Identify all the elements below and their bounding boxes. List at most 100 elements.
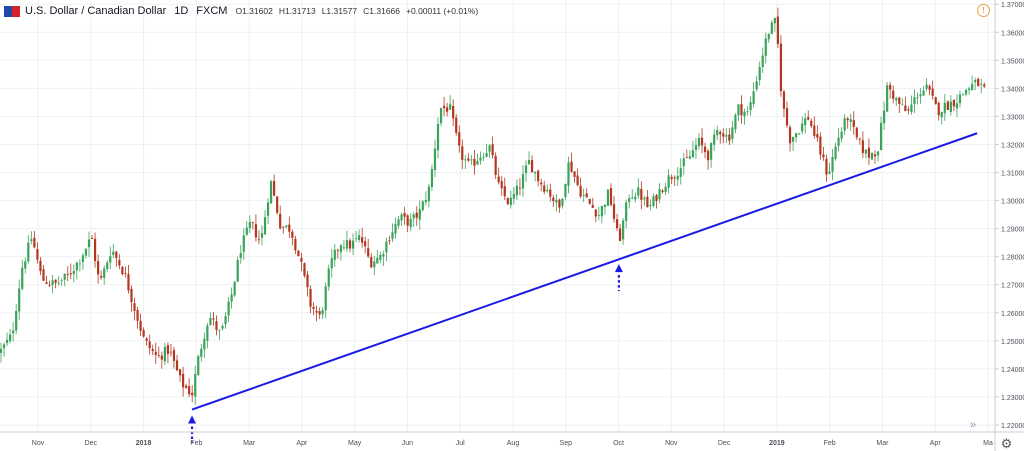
symbol-name[interactable]: U.S. Dollar / Canadian Dollar [25, 5, 167, 17]
candle-body [537, 170, 540, 182]
candle-body [148, 341, 151, 349]
candle-body [260, 233, 264, 238]
candle-body [974, 80, 977, 83]
candle-body [612, 204, 616, 219]
candle-body [734, 115, 737, 130]
candle-body [351, 240, 355, 249]
candle-body [600, 206, 603, 217]
candle-body [142, 329, 145, 337]
alert-clock-icon[interactable]: ! [977, 4, 990, 17]
candle-body [825, 158, 828, 175]
candle-body [615, 219, 619, 229]
candle-body [509, 197, 512, 205]
candle-body [625, 202, 628, 221]
candle-body [345, 240, 349, 249]
candle-body [603, 204, 607, 207]
candle-body [476, 160, 479, 165]
candle-body [239, 252, 242, 258]
scroll-to-realtime-icon[interactable]: » [969, 419, 977, 431]
candle-body [816, 134, 819, 138]
candle-body [178, 369, 182, 376]
candle-body [458, 132, 461, 146]
candle-body [773, 17, 776, 24]
candle-body [622, 220, 625, 240]
candle-body [151, 348, 154, 351]
candle-body [901, 104, 904, 106]
x-tick-label: Jun [402, 440, 413, 447]
candle-body [118, 260, 121, 266]
candle-body [728, 134, 731, 141]
y-tick-label: 1.32000 [1001, 142, 1024, 149]
candle-body [424, 200, 427, 203]
candle-body [640, 188, 643, 200]
candle-body [339, 245, 342, 253]
candle-body [127, 274, 130, 291]
candle-body [479, 157, 482, 161]
candle-body [467, 158, 470, 161]
x-tick-label: Apr [930, 440, 942, 447]
candle-body [282, 226, 285, 228]
candle-body [218, 329, 221, 331]
candle-body [72, 271, 75, 275]
candle-body [97, 261, 100, 275]
candle-body [312, 306, 315, 309]
candle-body [530, 160, 534, 173]
candle-body [57, 282, 60, 284]
plot-area[interactable] [0, 0, 995, 432]
candle-body [628, 198, 631, 203]
candle-body [324, 286, 327, 311]
symbol-legend: U.S. Dollar / Canadian Dollar 1D FXCM O1… [4, 3, 478, 19]
candle-body [273, 180, 276, 196]
high-value: H1.31713 [278, 6, 316, 16]
x-tick-label: Apr [296, 440, 308, 447]
up-arrow-icon [188, 415, 197, 424]
candle-body [263, 217, 267, 235]
interval-label[interactable]: 1D [174, 5, 189, 17]
candle-body [716, 130, 719, 136]
candle-body [594, 209, 597, 217]
candle-body [109, 256, 112, 263]
candle-body [276, 196, 279, 213]
candle-body [670, 177, 673, 180]
candle-body [45, 282, 48, 284]
candle-body [181, 374, 185, 388]
candle-body [949, 101, 952, 113]
candle-body [840, 131, 843, 139]
candle-body [706, 150, 710, 161]
y-tick-label: 1.26000 [1001, 311, 1024, 318]
gear-icon[interactable]: ⚙ [1000, 436, 1013, 451]
candle-body [546, 189, 549, 192]
candle-body [576, 175, 579, 186]
support-trendline[interactable] [191, 132, 978, 411]
candle-body [348, 240, 352, 249]
trendline-layer[interactable] [188, 132, 978, 443]
candle-body [382, 254, 385, 257]
candle-body [136, 309, 139, 321]
candle-body [555, 199, 558, 203]
candle-body [934, 97, 937, 105]
candle-body [688, 156, 691, 159]
candle-body [112, 251, 115, 255]
x-tick-label: Jul [456, 440, 465, 447]
candle-body [197, 356, 200, 376]
candle-body [93, 238, 97, 261]
candle-body [873, 154, 877, 157]
candle-body [955, 103, 959, 109]
candle-body [910, 104, 913, 113]
y-tick-label: 1.29000 [1001, 227, 1024, 234]
candle-body [585, 193, 588, 198]
candle-body [946, 101, 949, 110]
candle-body [682, 158, 685, 167]
candle-body [8, 334, 12, 342]
x-tick-label: May [348, 440, 362, 447]
candle-body [558, 199, 561, 208]
candle-body [512, 194, 515, 199]
x-tick-label: Mar [243, 440, 256, 447]
candle-body [473, 158, 476, 166]
candle-body [39, 260, 42, 272]
x-tick-label: Oct [613, 440, 624, 447]
candle-body [209, 317, 212, 325]
candle-body [318, 311, 321, 315]
candle-body [163, 346, 166, 362]
